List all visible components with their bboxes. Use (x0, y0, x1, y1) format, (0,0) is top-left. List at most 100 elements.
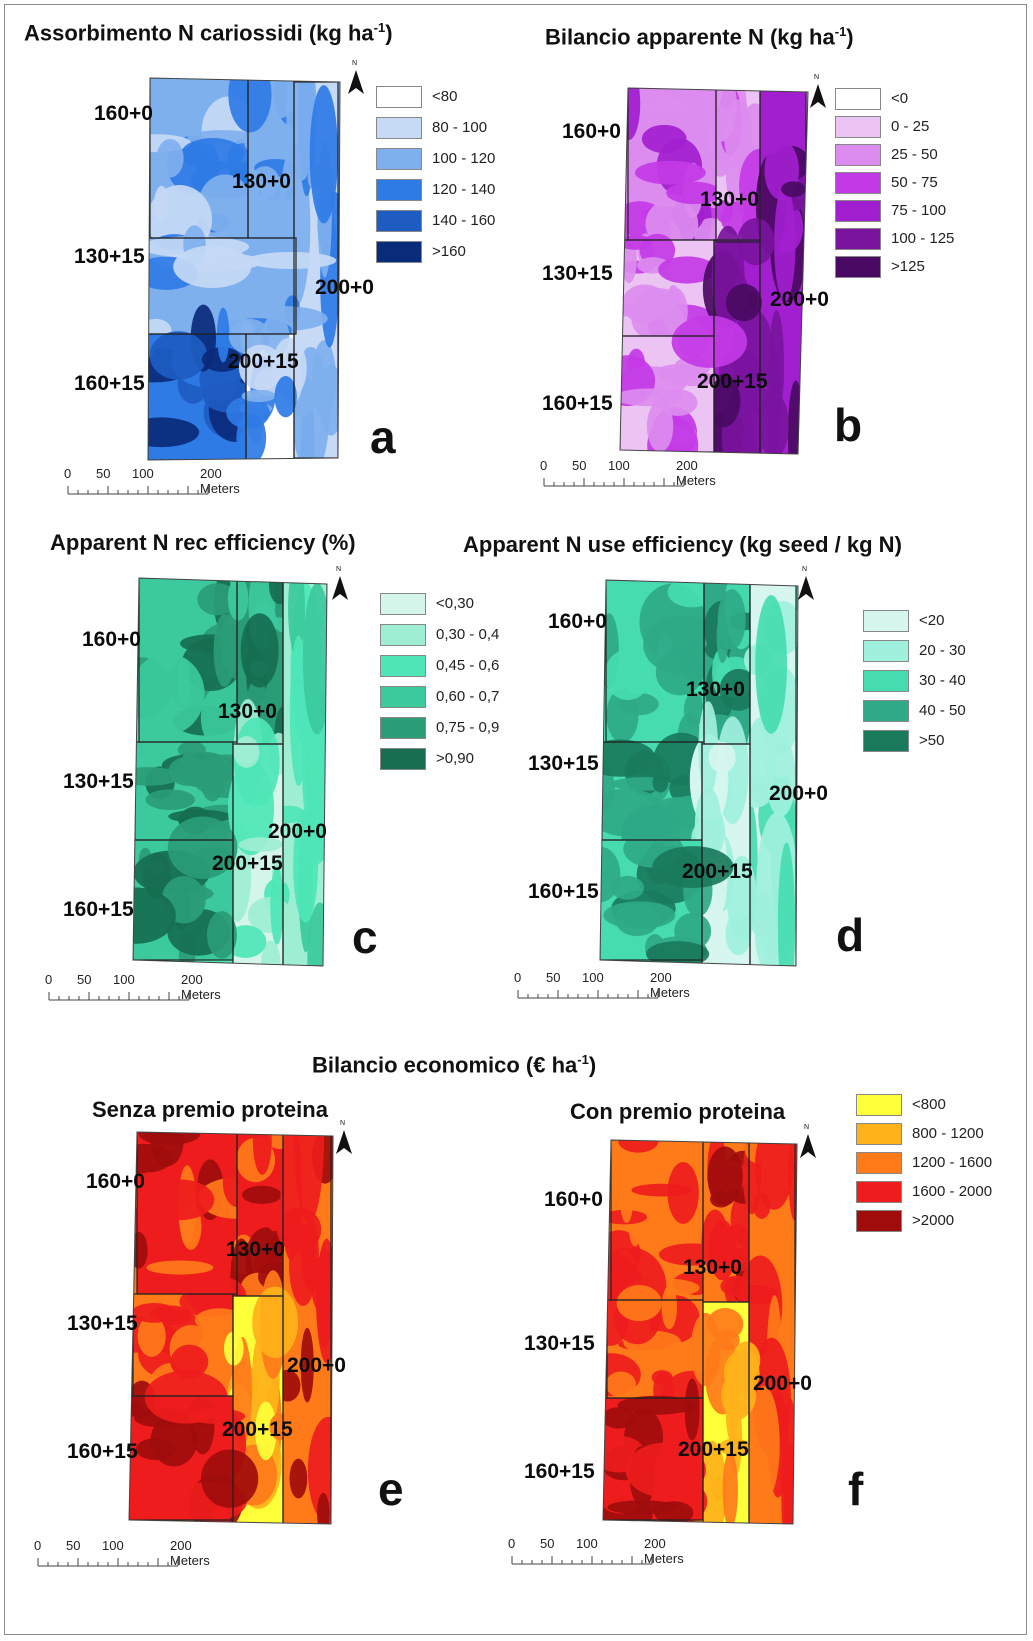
panel-c-map (132, 577, 328, 967)
raster-blob (671, 315, 748, 368)
legend-swatch (835, 228, 881, 250)
panel-e-title: Senza premio proteina (92, 1097, 328, 1122)
raster-blob (747, 1385, 780, 1503)
north-arrow-icon: N (330, 566, 350, 602)
raster-blob (741, 416, 755, 454)
raster-blob (307, 902, 327, 966)
legend-label: 80 - 100 (432, 119, 488, 136)
legend-label: 100 - 120 (432, 150, 496, 167)
raster-blob (787, 88, 806, 176)
raster-blob (781, 1398, 797, 1524)
raster-blob (701, 88, 737, 143)
panel-d-map (599, 579, 799, 967)
raster-blob (631, 1183, 693, 1197)
raster-blob (610, 875, 645, 900)
raster-blob (769, 310, 785, 420)
legend-label: <0 (891, 90, 909, 107)
north-label: N (804, 1124, 810, 1131)
north-label: N (814, 74, 820, 81)
raster-blob (620, 388, 683, 407)
legend-label: 0,60 - 0,7 (436, 688, 500, 705)
raster-blob (620, 1182, 633, 1224)
raster-blob (307, 1416, 333, 1524)
scale-tick-label: 50 (546, 970, 561, 985)
raster-blob (621, 284, 668, 324)
north-arrow-icon: N (796, 566, 816, 602)
raster-blob (620, 234, 652, 250)
legend-swatch (835, 172, 881, 194)
legend-swatch (835, 144, 881, 166)
raster-blob (755, 594, 788, 734)
plot-label-f: 130+0 (683, 1256, 742, 1279)
legend-swatch (376, 86, 422, 108)
raster-blob (316, 1238, 333, 1364)
raster-blob (145, 789, 195, 811)
plot-label-c: 160+15 (63, 898, 134, 921)
legend-swatch (856, 1152, 902, 1174)
raster-blob (301, 1218, 319, 1292)
plot-border (133, 839, 234, 961)
raster-blob (309, 85, 338, 224)
raster-blob (228, 78, 272, 133)
raster-blob (646, 400, 674, 452)
raster-blob (616, 1285, 662, 1322)
legend-label: <20 (919, 612, 945, 629)
legend-swatch (380, 717, 426, 739)
raster-blob (238, 344, 284, 391)
field-outline (132, 577, 328, 967)
raster-blob (197, 583, 238, 616)
plot-label-d: 160+0 (548, 610, 607, 633)
raster-blob (625, 1442, 706, 1498)
scale-tick-label: 0 (45, 972, 53, 987)
plot-border (129, 1395, 234, 1521)
legend-swatch (863, 670, 909, 692)
raster-blob (617, 1395, 696, 1415)
plot-border (600, 839, 703, 961)
raster-blob (651, 1370, 673, 1385)
scale-units-label: 200 Meters (644, 1536, 684, 1566)
plot-label-d: 130+0 (686, 678, 745, 701)
raster-blob (177, 658, 191, 708)
raster-blob (156, 138, 184, 178)
legend-label: >0,90 (436, 750, 474, 767)
raster-blob (133, 653, 205, 735)
raster-blob (787, 380, 804, 454)
raster-blob (255, 1401, 277, 1461)
legend-label: 40 - 50 (919, 702, 966, 719)
scale-tick-label: 100 (576, 1536, 598, 1551)
legend-label: >160 (432, 243, 466, 260)
scale-tick-label: 0 (514, 970, 522, 985)
raster-blob (698, 701, 719, 796)
raster-blob (701, 1209, 729, 1274)
plot-label-f: 160+0 (544, 1188, 603, 1211)
plot-label-b: 130+0 (700, 188, 759, 211)
raster-blob (641, 99, 692, 114)
plot-label-e: 160+15 (67, 1440, 138, 1463)
scale-bar: 0 50 100 200 Meters (508, 1536, 684, 1576)
legend-swatch (863, 700, 909, 722)
raster-blob (718, 1438, 751, 1456)
raster-blob (145, 1179, 215, 1221)
raster-blob (289, 1458, 308, 1499)
legend-swatch (380, 686, 426, 708)
economic-balance-title: Bilancio economico (€ ha-1) (312, 1052, 597, 1078)
scale-units-label: 200 Meters (650, 970, 690, 1000)
plot-label-a: 130+15 (74, 245, 145, 268)
raster-blob (777, 842, 796, 966)
raster-blob (227, 578, 249, 621)
raster-blob (661, 1285, 678, 1330)
field-outline (128, 1131, 334, 1525)
legend-swatch (380, 624, 426, 646)
legend-swatch (863, 610, 909, 632)
field-outline (147, 77, 341, 461)
legend-label: 140 - 160 (432, 212, 496, 229)
raster-blob (707, 1146, 743, 1206)
scale-units-label: 200 Meters (676, 458, 716, 488)
raster-blob (170, 1344, 209, 1379)
raster-blob (634, 160, 706, 185)
legend-label: >2000 (912, 1212, 955, 1229)
legend-label: 20 - 30 (919, 642, 966, 659)
legend-swatch (835, 116, 881, 138)
plot-label-c: 130+0 (218, 700, 277, 723)
